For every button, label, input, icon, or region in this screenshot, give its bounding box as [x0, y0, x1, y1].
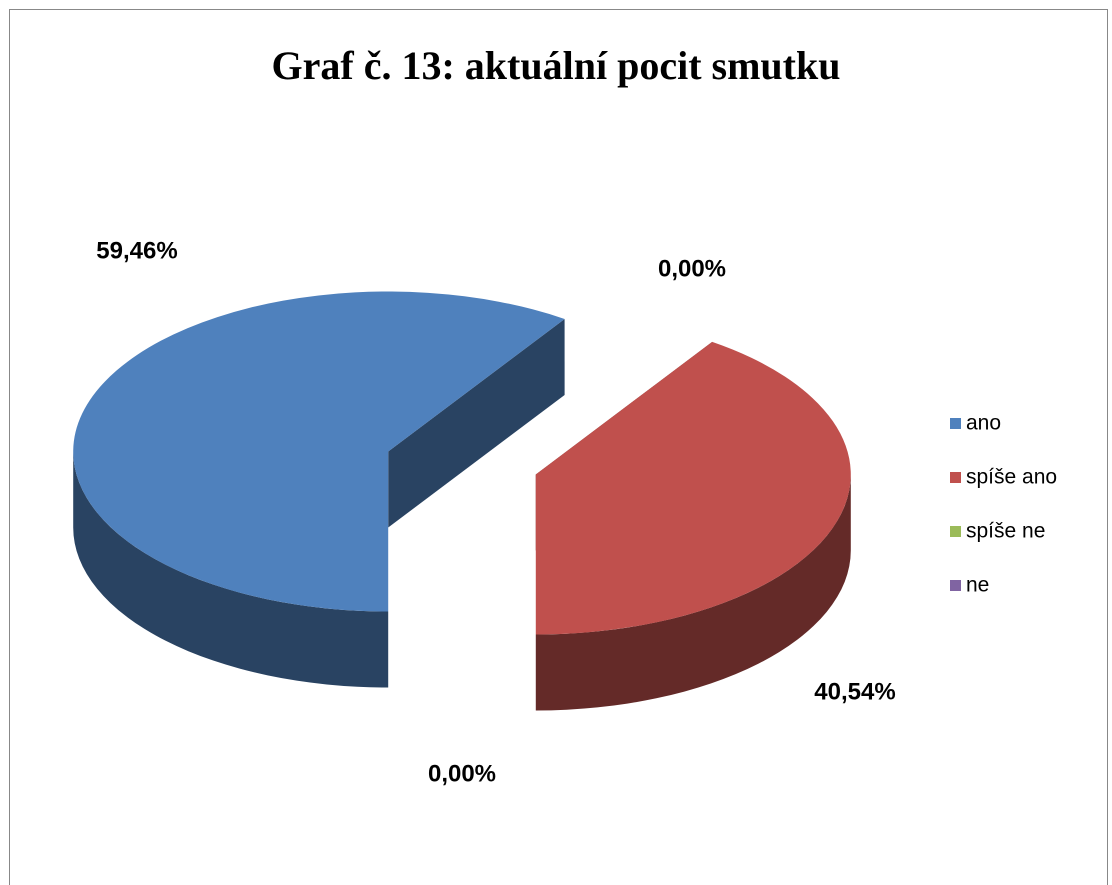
legend-label: ano [966, 412, 1001, 435]
legend-swatch [950, 526, 961, 537]
legend-swatch [950, 472, 961, 483]
data-label: 59,46% [96, 237, 177, 264]
slice-side [388, 318, 565, 528]
slice-top [535, 341, 851, 635]
data-label: 0,00% [658, 255, 726, 282]
slice-wall [73, 451, 389, 688]
data-label: 40,54% [814, 678, 895, 705]
legend-swatch [950, 580, 961, 591]
data-label: 0,00% [428, 760, 496, 787]
chart-title: Graf č. 13: aktuální pocit smutku [272, 43, 841, 88]
legend-label: spíše ne [966, 520, 1045, 543]
slice-wall [535, 474, 851, 711]
pie-slice [535, 341, 851, 711]
legend-label: spíše ano [966, 466, 1057, 489]
slice-top [73, 291, 565, 612]
legend-label: ne [966, 574, 989, 597]
pie-slice [73, 291, 565, 688]
legend-swatch [950, 418, 961, 429]
